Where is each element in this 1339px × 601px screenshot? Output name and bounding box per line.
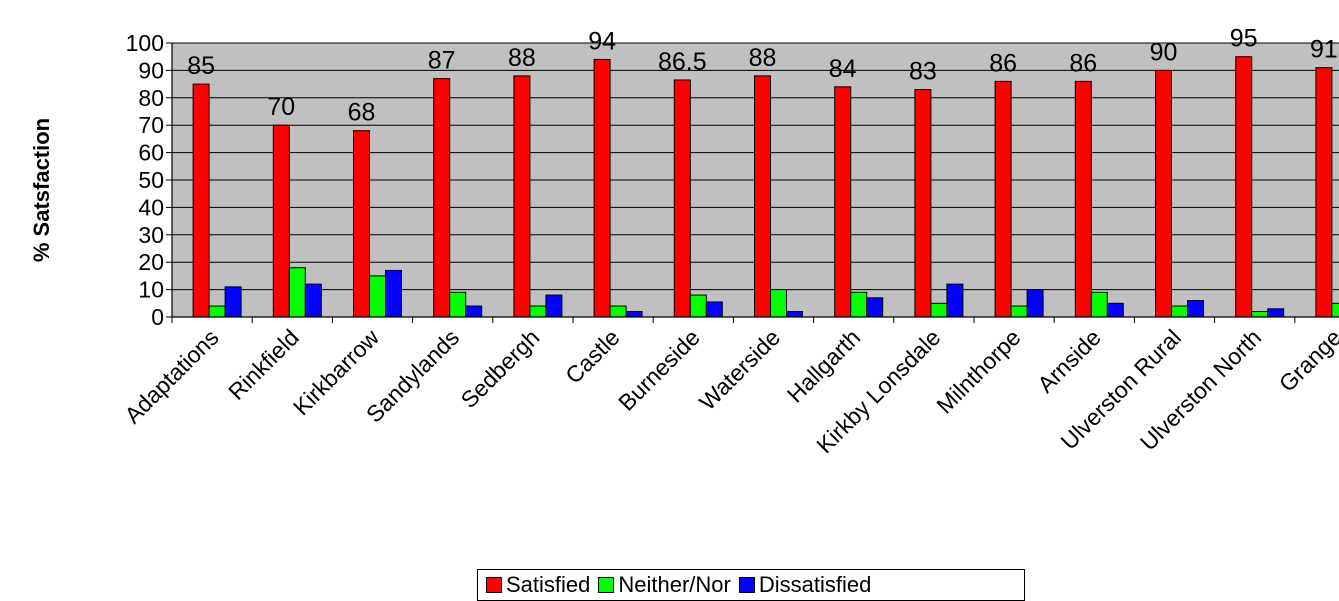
x-tick-label: Sedbergh: [456, 324, 545, 413]
bar-neither-nor: [689, 294, 707, 318]
data-label: 88: [749, 44, 777, 72]
x-tick-label: Rinkfield: [223, 324, 304, 405]
bar-dissatisfied: [1187, 300, 1204, 318]
x-tick-label: Burneside: [613, 324, 705, 416]
data-label: 86.5: [658, 48, 707, 76]
legend-label-satisfied: Satisfied: [506, 572, 591, 597]
data-labels: 85 70 68 87 88 94 86.5 88 84 83 86 86 90 95 91: [187, 25, 1338, 127]
bar-satisfied: [1235, 56, 1253, 318]
legend-swatch-neither-nor: [598, 577, 615, 593]
bar-neither-nor: [449, 291, 467, 318]
bar-satisfied: [433, 78, 451, 318]
x-tick-label: Hallgarth: [782, 324, 865, 407]
bar-dissatisfied: [1106, 302, 1124, 318]
y-tick-label: 40: [138, 194, 164, 220]
y-tick-label: 50: [138, 167, 164, 193]
data-label: 88: [508, 44, 536, 72]
bar-neither-nor: [208, 305, 226, 318]
bar-dissatisfied: [946, 283, 964, 318]
bar-dissatisfied: [465, 305, 483, 318]
bar-satisfied: [673, 79, 691, 318]
bar-satisfied: [272, 124, 290, 318]
y-tick-label: 100: [126, 30, 164, 56]
x-tick-labels: Adaptations RinkfieldKirkbarrowSandylands…: [119, 324, 1339, 458]
bar-satisfied: [754, 75, 771, 318]
y-tick-label: 20: [138, 249, 164, 275]
bar-neither-nor: [288, 267, 306, 318]
bar-dissatisfied: [1267, 308, 1285, 318]
data-label: 94: [588, 27, 616, 55]
y-tick-label: 10: [138, 277, 164, 303]
data-label: 95: [1230, 25, 1258, 53]
bar-satisfied: [1155, 69, 1172, 318]
legend-item-dissatisfied: Dissatisfied: [738, 572, 872, 598]
bar-neither-nor: [609, 305, 627, 318]
bar-dissatisfied: [705, 301, 723, 318]
y-tick-label: 90: [138, 57, 164, 83]
axes: [166, 42, 1339, 323]
bar-dissatisfied: [786, 311, 803, 318]
bar-dissatisfied: [545, 294, 563, 318]
legend-item-neither-nor: Neither/Nor: [598, 572, 731, 598]
bar-neither-nor: [930, 302, 948, 318]
bar-dissatisfied: [625, 311, 643, 318]
data-label: 86: [1069, 49, 1097, 77]
bar-dissatisfied: [866, 297, 884, 318]
x-tick-label: Milnthorpe: [931, 324, 1025, 418]
bar-satisfied: [593, 58, 611, 318]
y-tick-label: 80: [138, 85, 164, 111]
bar-neither-nor: [1171, 305, 1188, 318]
bar-dissatisfied: [304, 283, 322, 318]
y-axis-title: % Satsfaction: [29, 117, 54, 263]
data-label: 86: [989, 49, 1017, 77]
data-label: 68: [348, 99, 376, 127]
bars: [192, 56, 1339, 318]
y-tick-label: 0: [151, 304, 164, 330]
legend: Satisfied Neither/Nor Dissatisfied: [477, 569, 1025, 601]
bar-neither-nor: [1331, 302, 1339, 318]
y-tick-label: 30: [138, 222, 164, 248]
data-label: 90: [1150, 38, 1178, 66]
bar-dissatisfied: [224, 286, 242, 318]
y-axis-title-box: % Satsfaction: [12, 60, 72, 320]
legend-item-satisfied: Satisfied: [486, 572, 590, 598]
bar-satisfied: [192, 83, 210, 318]
bar-satisfied: [1074, 80, 1092, 318]
y-tick-label: 70: [138, 112, 164, 138]
bar-neither-nor: [529, 305, 547, 318]
bar-satisfied: [994, 80, 1012, 318]
bar-satisfied: [834, 86, 852, 318]
x-tick-label: Grange: [1274, 324, 1339, 397]
bar-satisfied: [1315, 67, 1333, 318]
bar-neither-nor: [770, 289, 787, 318]
data-label: 85: [187, 52, 215, 80]
y-tick-label: 60: [138, 140, 164, 166]
bar-dissatisfied: [1026, 289, 1044, 318]
x-tick-label: Adaptations: [119, 324, 223, 428]
legend-label-neither-nor: Neither/Nor: [618, 572, 731, 597]
bar-dissatisfied: [385, 269, 402, 318]
bar-neither-nor: [1090, 291, 1108, 318]
legend-swatch-satisfied: [486, 577, 502, 593]
bar-neither-nor: [369, 275, 386, 318]
x-tick-label: Castle: [560, 324, 624, 388]
bar-neither-nor: [1010, 305, 1028, 318]
data-label: 87: [428, 47, 456, 75]
bar-satisfied: [513, 75, 531, 318]
data-label: 84: [829, 55, 857, 83]
x-tick-label: Waterside: [694, 324, 785, 415]
bar-neither-nor: [1251, 311, 1269, 318]
bar-satisfied: [353, 130, 370, 318]
data-label: 83: [909, 58, 937, 86]
data-label: 70: [267, 93, 295, 121]
legend-swatch-dissatisfied: [738, 577, 755, 593]
x-tick-label: Arnside: [1032, 324, 1106, 398]
legend-label-dissatisfied: Dissatisfied: [758, 572, 872, 597]
bar-neither-nor: [850, 291, 868, 318]
bar-satisfied: [914, 89, 932, 318]
data-label: 91: [1310, 36, 1338, 64]
